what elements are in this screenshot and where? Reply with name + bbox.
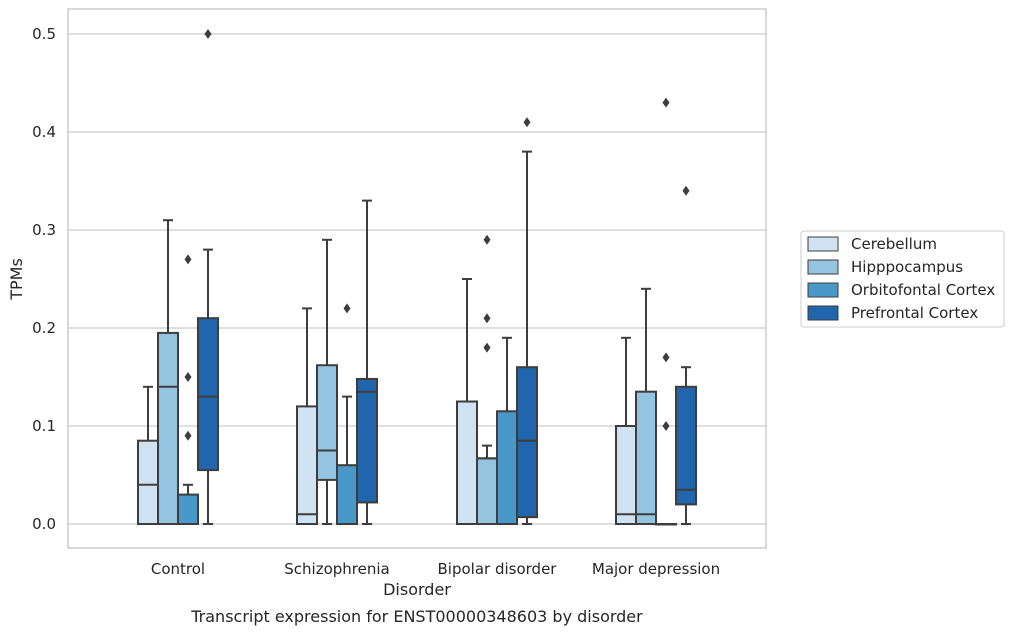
- outlier-point: [662, 352, 670, 363]
- box-body: [177, 493, 199, 526]
- legend-swatch: [807, 305, 839, 321]
- box-prefrontal-cortex: [197, 29, 219, 525]
- box-hipppocampus: [635, 287, 657, 526]
- box-prefrontal-cortex: [516, 117, 538, 525]
- legend-label: Hipppocampus: [851, 258, 963, 276]
- y-tick-label: 0.3: [32, 221, 56, 239]
- legend-swatch: [807, 236, 839, 252]
- box-orbitofontal-cortex: [336, 303, 358, 526]
- box-body: [675, 385, 697, 506]
- plot-area-frame: [67, 8, 767, 549]
- y-tick-label: 0.2: [32, 319, 56, 337]
- outlier-point: [483, 342, 491, 353]
- box-cerebellum: [456, 278, 478, 525]
- legend-label: Orbitofontal Cortex: [851, 281, 995, 299]
- outlier-point: [682, 185, 690, 196]
- box-body: [516, 366, 538, 519]
- box-body: [296, 405, 318, 525]
- x-tick-label: Control: [151, 560, 205, 578]
- box-body: [496, 410, 518, 525]
- box-prefrontal-cortex: [356, 199, 378, 525]
- outlier-point: [184, 430, 192, 441]
- x-axis-ticks: Control Schizophrenia Bipolar disorder Majo…: [151, 560, 720, 578]
- box-hipppocampus: [157, 219, 179, 525]
- outlier-point: [184, 254, 192, 265]
- outlier-point: [662, 97, 670, 108]
- box-hipppocampus: [316, 238, 338, 525]
- outlier-point: [523, 117, 531, 128]
- box-cerebellum: [615, 336, 637, 525]
- y-axis-label: TPMs: [7, 258, 26, 301]
- box-prefrontal-cortex: [675, 185, 697, 525]
- legend-frame: [800, 230, 1005, 328]
- legend-items: Cerebellum Hipppocampus Orbitofontal Corte…: [807, 235, 995, 322]
- y-tick-label: 0.4: [32, 123, 56, 141]
- x-tick-label: Major depression: [592, 560, 720, 578]
- y-tick-label: 0.5: [32, 25, 56, 43]
- x-tick-label: Bipolar disorder: [438, 560, 558, 578]
- legend-label: Prefrontal Cortex: [851, 304, 978, 322]
- box-body: [635, 390, 657, 526]
- legend-swatch: [807, 282, 839, 298]
- outlier-point: [184, 372, 192, 382]
- outlier-point: [483, 234, 491, 245]
- box-orbitofontal-cortex: [496, 336, 518, 525]
- x-axis-label: Disorder: [383, 580, 451, 599]
- y-tick-label: 0.0: [32, 515, 56, 533]
- outlier-point: [204, 29, 212, 39]
- box-orbitofontal-cortex: [177, 254, 199, 526]
- box-body: [336, 464, 358, 526]
- box-body: [137, 439, 159, 526]
- box-hipppocampus: [476, 234, 498, 525]
- box-body: [476, 457, 498, 525]
- box-body: [157, 331, 179, 525]
- legend-label: Cerebellum: [851, 235, 937, 253]
- legend: Cerebellum Hipppocampus Orbitofontal Corte…: [800, 230, 1005, 328]
- y-tick-label: 0.1: [32, 417, 56, 435]
- box-cerebellum: [137, 385, 159, 526]
- x-tick-label: Schizophrenia: [284, 560, 389, 578]
- chart-caption: Transcript expression for ENST0000034860…: [190, 607, 643, 626]
- boxes-layer: [137, 29, 697, 526]
- outlier-point: [483, 313, 491, 324]
- box-body: [615, 425, 637, 525]
- box-orbitofontal-cortex: [655, 97, 677, 526]
- box-body: [356, 377, 378, 504]
- legend-swatch: [807, 259, 839, 275]
- box-body: [316, 364, 338, 481]
- box-body: [197, 317, 219, 472]
- outlier-point: [662, 421, 670, 431]
- outlier-point: [343, 303, 351, 314]
- y-axis-ticks: 0.0 0.1 0.2 0.3 0.4 0.5: [32, 25, 56, 533]
- box-cerebellum: [296, 307, 318, 525]
- box-body: [456, 400, 478, 525]
